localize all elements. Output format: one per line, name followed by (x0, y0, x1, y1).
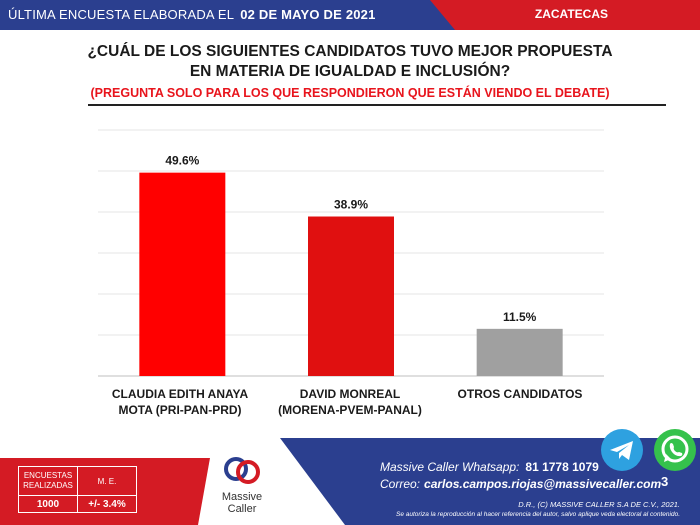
logo-line-1: Massive (221, 491, 263, 503)
survey-stats-table: ENCUESTAS REALIZADAS M. E. 1000 +/- 3.4% (18, 466, 137, 513)
top-banner: ÚLTIMA ENCUESTA ELABORADA EL 02 DE MAYO D… (0, 0, 700, 30)
whatsapp-icon[interactable] (654, 429, 696, 471)
massive-caller-logo: Massive Caller (214, 456, 270, 515)
banner-region: ZACATECAS (534, 7, 608, 21)
stats-header-surveys: ENCUESTAS REALIZADAS (18, 466, 78, 496)
logo-icon (224, 457, 260, 484)
bar-3 (476, 328, 563, 376)
title-divider (88, 104, 666, 106)
banner-date: 02 DE MAYO DE 2021 (240, 7, 376, 22)
logo-line-2: Caller (227, 503, 257, 515)
banner-shape (0, 0, 700, 30)
banner-text: ÚLTIMA ENCUESTA ELABORADA EL 02 DE MAYO D… (8, 7, 376, 22)
stats-value-surveys: 1000 (18, 495, 78, 513)
whatsapp-number: 81 1778 1079 (525, 460, 599, 474)
whatsapp-contact: Massive Caller Whatsapp: 81 1778 1079 (380, 460, 599, 474)
data-label-1: 49.6% (165, 154, 199, 168)
question-title: ¿CUÁL DE LOS SIGUIENTES CANDIDATOS TUVO … (0, 42, 700, 82)
page-number: 3 (661, 474, 669, 489)
question-line-2: EN MATERIA DE IGUALDAD E INCLUSIÓN? (189, 63, 511, 80)
data-label-2: 38.9% (334, 198, 368, 212)
telegram-icon[interactable] (601, 429, 643, 471)
whatsapp-label: Massive Caller Whatsapp: (380, 460, 520, 474)
question-line-1: ¿CUÁL DE LOS SIGUIENTES CANDIDATOS TUVO … (87, 43, 613, 60)
bar-1 (139, 172, 226, 376)
email-label: Correo: (380, 477, 421, 491)
data-label-3: 11.5% (503, 310, 537, 324)
stats-value-margin: +/- 3.4% (77, 495, 137, 513)
banner-prefix: ÚLTIMA ENCUESTA ELABORADA EL (8, 7, 235, 22)
email-address: carlos.campos.riojas@massivecaller.com (424, 477, 662, 491)
category-label-1: CLAUDIA EDITH ANAYA MOTA (PRI-PAN-PRD) (111, 387, 249, 417)
bar-2 (308, 216, 394, 376)
stats-header-margin: M. E. (77, 466, 137, 496)
email-contact: Correo: carlos.campos.riojas@massivecalle… (380, 477, 661, 491)
bar-chart: 49.6% 38.9% 11.5% (98, 129, 604, 377)
category-label-3: OTROS CANDIDATOS (457, 387, 583, 401)
rights-text: D.R., (C) MASSIVE CALLER S.A DE C.V., 20… (518, 500, 680, 509)
reproduction-notice: Se autoriza la reproducción al hacer ref… (395, 511, 680, 518)
category-label-2: DAVID MONREAL (MORENA-PVEM-PANAL) (278, 387, 422, 417)
question-note: (PREGUNTA SOLO PARA LOS QUE RESPONDIERON… (90, 86, 610, 100)
